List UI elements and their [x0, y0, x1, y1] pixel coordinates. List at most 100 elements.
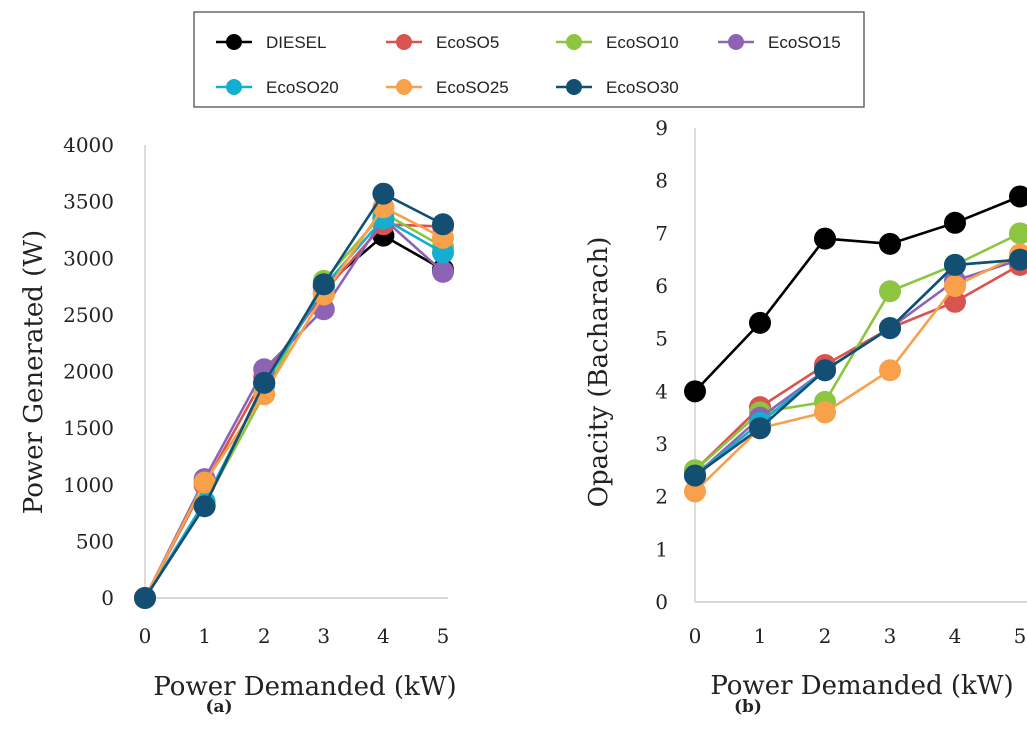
legend-item-ecoso5: EcoSO5 — [386, 33, 499, 52]
chart-panel-a: 0 500 1000 1500 2000 2500 3000 3500 4000 0 1 2 3 4 5 P… — [19, 133, 457, 717]
data-point — [944, 253, 966, 276]
x-tick-label: 4 — [377, 624, 390, 648]
series-ecoso10 — [134, 201, 454, 609]
x-tick-label: 0 — [689, 624, 702, 648]
series-ecoso15 — [134, 207, 454, 609]
y-tick-label: 5 — [655, 327, 668, 351]
data-point — [879, 280, 901, 303]
panel-label: (a) — [205, 697, 232, 717]
y-tick-label: 4 — [655, 379, 668, 403]
x-tick-label: 2 — [258, 624, 271, 648]
x-tick-label: 2 — [819, 624, 832, 648]
tick-labels: 0 1 2 3 4 5 6 7 8 9 0 1 2 3 4 5 — [655, 116, 1026, 648]
data-point — [749, 417, 771, 440]
series-ecoso30 — [684, 248, 1027, 487]
data-point — [814, 227, 836, 250]
series-diesel — [134, 224, 454, 609]
data-point — [684, 480, 706, 503]
y-tick-label: 0 — [655, 590, 668, 614]
series-line — [143, 205, 444, 599]
legend-marker — [566, 34, 582, 50]
x-tick-label: 3 — [317, 624, 330, 648]
x-axis-title: Power Demanded (kW) — [710, 671, 1013, 701]
data-point — [1009, 185, 1027, 208]
legend-frame — [193, 11, 865, 108]
y-tick-label: 2 — [655, 485, 668, 509]
legend-label: EcoSO15 — [768, 33, 841, 52]
series-line — [143, 217, 444, 599]
y-tick-label: 6 — [655, 274, 668, 298]
series-diesel — [684, 185, 1027, 403]
panel-label: (b) — [734, 697, 762, 717]
data-point — [134, 587, 156, 609]
legend-label: EcoSO5 — [436, 33, 499, 52]
y-tick-label: 500 — [76, 529, 114, 553]
y-axis-title: Opacity (Bacharach) — [584, 237, 614, 508]
legend-label: DIESEL — [266, 33, 326, 52]
y-tick-label: 1500 — [63, 416, 114, 440]
x-axis-title: Power Demanded (kW) — [153, 672, 456, 702]
y-tick-label: 0 — [101, 586, 114, 610]
data-point — [684, 380, 706, 403]
chart-panel-b: 0 1 2 3 4 5 6 7 8 9 0 1 2 3 4 5 Power Demanded (kW) Opa… — [584, 116, 1027, 717]
legend-marker — [396, 79, 412, 95]
data-point — [432, 213, 454, 236]
data-point — [684, 464, 706, 487]
series-line — [694, 253, 1021, 493]
data-point — [879, 317, 901, 340]
series-line — [694, 195, 1021, 393]
data-point — [312, 273, 335, 296]
x-tick-label: 0 — [139, 624, 152, 648]
y-tick-label: 1 — [655, 537, 668, 561]
y-axis-title: Power Generated (W) — [19, 230, 49, 514]
data-point — [432, 260, 454, 283]
x-tick-label: 5 — [437, 624, 450, 648]
data-point — [1009, 248, 1027, 271]
legend-item-diesel: DIESEL — [216, 33, 326, 52]
data-point — [372, 182, 395, 205]
series-line — [143, 192, 444, 599]
series-line — [143, 234, 444, 599]
series-line — [143, 211, 444, 599]
y-tick-label: 2000 — [63, 360, 114, 384]
data-point — [944, 290, 966, 313]
series-line — [143, 217, 444, 599]
y-tick-label: 3500 — [63, 190, 114, 214]
legend-item-ecoso30: EcoSO30 — [556, 78, 679, 97]
y-tick-label: 9 — [655, 116, 668, 140]
series-ecoso25 — [684, 243, 1027, 503]
y-tick-label: 1000 — [63, 473, 114, 497]
data-point — [814, 359, 836, 382]
y-tick-label: 3000 — [63, 246, 114, 270]
legend-label: EcoSO10 — [606, 33, 679, 52]
series-ecoso20 — [134, 207, 454, 609]
series-layer — [134, 182, 454, 609]
data-point — [814, 401, 836, 424]
legend-label: EcoSO30 — [606, 78, 679, 97]
series-layer — [684, 185, 1027, 503]
data-point — [944, 275, 966, 297]
data-point — [749, 311, 771, 334]
series-ecoso25 — [134, 196, 454, 609]
series-ecoso30 — [134, 182, 454, 609]
y-tick-label: 3 — [655, 432, 668, 456]
legend-marker — [728, 34, 744, 50]
x-tick-label: 1 — [754, 624, 767, 648]
series-ecoso5 — [134, 213, 454, 609]
data-point — [1009, 222, 1027, 245]
data-point — [253, 371, 276, 394]
legend-marker — [226, 79, 242, 95]
legend-item-ecoso15: EcoSO15 — [718, 33, 841, 52]
y-tick-label: 2500 — [63, 303, 114, 327]
data-point — [879, 359, 901, 382]
legend-marker — [396, 34, 412, 50]
legend-item-ecoso10: EcoSO10 — [556, 33, 679, 52]
legend-item-ecoso20: EcoSO20 — [216, 78, 339, 97]
legend: DIESEL EcoSO5 EcoSO10 EcoSO15 EcoSO20 EcoSO25… — [193, 11, 865, 108]
x-tick-label: 3 — [884, 624, 897, 648]
series-line — [143, 222, 444, 599]
tick-labels: 0 500 1000 1500 2000 2500 3000 3500 4000 0 1 2 3 4 5 — [63, 133, 449, 648]
data-point — [879, 232, 901, 255]
y-tick-label: 4000 — [63, 133, 114, 157]
